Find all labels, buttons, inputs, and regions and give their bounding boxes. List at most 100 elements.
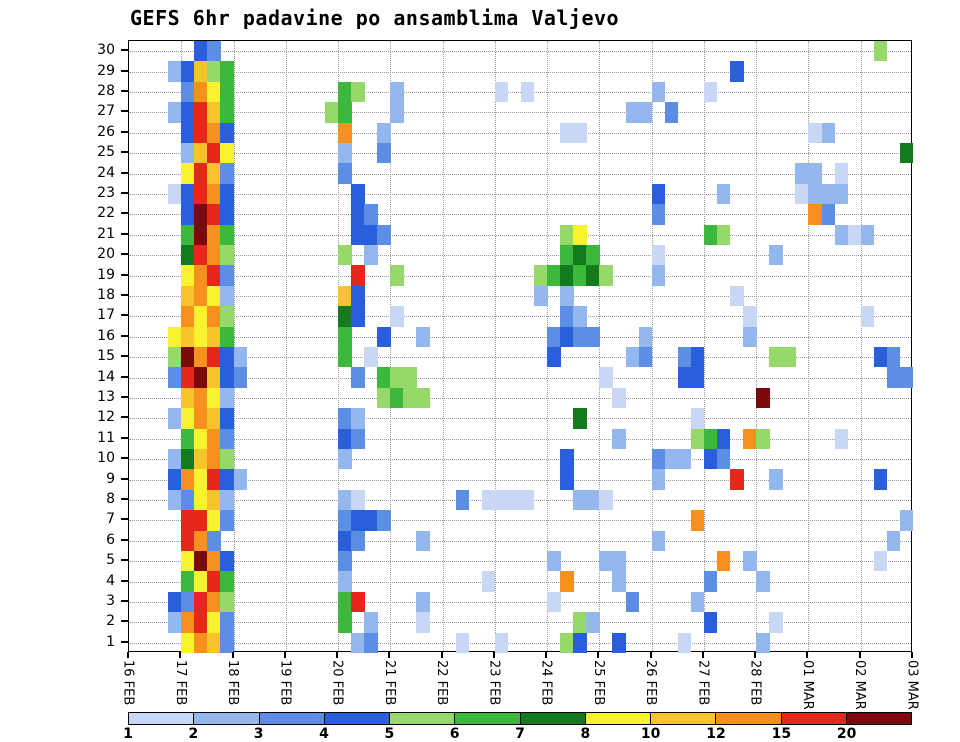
colorbar-tick-label: 20: [836, 726, 857, 742]
colorbar-tick-label: 3: [253, 726, 264, 742]
heatmap-cell: [168, 469, 182, 490]
horizontal-gridline: [129, 581, 911, 583]
heatmap-cell: [573, 632, 587, 653]
heatmap-cell: [207, 347, 221, 368]
chart-title: GEFS 6hr padavine po ansamblima Valjevo: [130, 6, 620, 30]
heatmap-cell: [194, 632, 208, 653]
heatmap-cell: [194, 143, 208, 164]
heatmap-cell: [886, 367, 901, 388]
heatmap-cell: [338, 551, 352, 572]
heatmap-cell: [717, 428, 731, 449]
heatmap-cell: [168, 326, 182, 347]
heatmap-cell: [730, 285, 744, 307]
heatmap-cell: [338, 489, 352, 511]
colorbar-segment: [194, 713, 260, 724]
heatmap-cell: [168, 367, 182, 388]
y-axis-tick: [121, 49, 128, 52]
x-axis-tick: [440, 652, 443, 658]
heatmap-cell: [377, 122, 391, 143]
heatmap-cell: [808, 204, 822, 225]
heatmap-cell: [351, 632, 365, 653]
colorbar-tick-label: 6: [449, 726, 460, 742]
y-axis-tick: [121, 416, 128, 419]
heatmap-cell: [573, 122, 587, 143]
heatmap-cell: [586, 265, 600, 286]
heatmap-cell: [573, 245, 587, 266]
x-axis-tick-label: 01 MAR: [799, 660, 815, 710]
colorbar-segment: [651, 713, 717, 724]
y-axis-tick: [121, 232, 128, 235]
heatmap-cell: [494, 81, 509, 103]
y-axis-tick: [121, 212, 128, 215]
heatmap-cell: [220, 204, 234, 225]
x-axis-tick-label: 27 FEB: [695, 660, 711, 706]
y-axis-tick: [121, 436, 128, 439]
heatmap-cell: [717, 449, 731, 470]
y-axis-tick: [121, 90, 128, 92]
y-axis-tick-label: 12: [97, 409, 115, 426]
x-axis-tick-label: 22 FEB: [434, 660, 450, 706]
heatmap-cell: [207, 143, 221, 164]
heatmap-cell: [194, 122, 208, 143]
horizontal-gridline: [129, 520, 911, 522]
heatmap-cell: [207, 122, 221, 143]
y-axis-tick-label: 10: [97, 450, 115, 467]
heatmap-cell: [207, 163, 221, 184]
x-axis-tick-label: 24 FEB: [538, 660, 554, 706]
heatmap-cell: [481, 489, 496, 511]
heatmap-cell: [338, 510, 352, 531]
heatmap-cell: [220, 143, 234, 164]
heatmap-cell: [351, 306, 365, 327]
x-axis-tick: [858, 652, 861, 658]
heatmap-cell: [220, 347, 234, 368]
heatmap-cell: [573, 265, 587, 286]
y-axis-tick: [121, 538, 128, 541]
heatmap-cell: [769, 245, 783, 266]
heatmap-cell: [638, 102, 653, 123]
horizontal-gridline: [129, 214, 911, 216]
heatmap-cell: [220, 387, 234, 409]
heatmap-cell: [181, 489, 195, 511]
horizontal-gridline: [129, 398, 911, 399]
horizontal-gridline: [129, 316, 911, 318]
heatmap-cell: [194, 387, 208, 409]
vertical-gridline: [494, 41, 496, 651]
vertical-gridline: [285, 41, 287, 651]
heatmap-cell: [194, 163, 208, 184]
heatmap-cell: [834, 183, 849, 205]
heatmap-cell: [168, 612, 182, 633]
heatmap-cell: [207, 469, 221, 490]
y-axis-tick-label: 21: [97, 225, 115, 242]
y-axis-tick: [121, 334, 128, 337]
heatmap-cell: [612, 632, 626, 653]
x-axis-tick: [806, 652, 809, 658]
heatmap-cell: [547, 347, 561, 368]
heatmap-cell: [181, 387, 195, 409]
heatmap-cell: [220, 449, 234, 470]
x-axis-tick: [701, 652, 704, 658]
y-axis-tick-label: 19: [97, 266, 115, 283]
heatmap-cell: [181, 143, 195, 164]
heatmap-cell: [690, 428, 705, 449]
heatmap-cell: [560, 449, 574, 470]
heatmap-cell: [338, 285, 352, 307]
heatmap-cell: [181, 306, 195, 327]
heatmap-cell: [220, 306, 234, 327]
heatmap-cell: [220, 367, 234, 388]
heatmap-cell: [377, 143, 391, 164]
y-axis-tick-label: 6: [106, 531, 115, 548]
x-axis-tick: [179, 652, 182, 658]
heatmap-cell: [194, 224, 208, 245]
heatmap-cell: [677, 449, 692, 470]
heatmap-cell: [207, 245, 221, 266]
y-axis-tick: [121, 294, 128, 296]
heatmap-cell: [181, 408, 195, 429]
heatmap-cell: [481, 571, 496, 592]
heatmap-cell: [338, 591, 352, 613]
colorbar-tick-label: 15: [771, 726, 792, 742]
heatmap-cell: [207, 449, 221, 470]
vertical-gridline: [756, 41, 758, 651]
heatmap-cell: [390, 102, 404, 123]
heatmap-cell: [808, 122, 822, 143]
heatmap-cell: [586, 612, 600, 633]
